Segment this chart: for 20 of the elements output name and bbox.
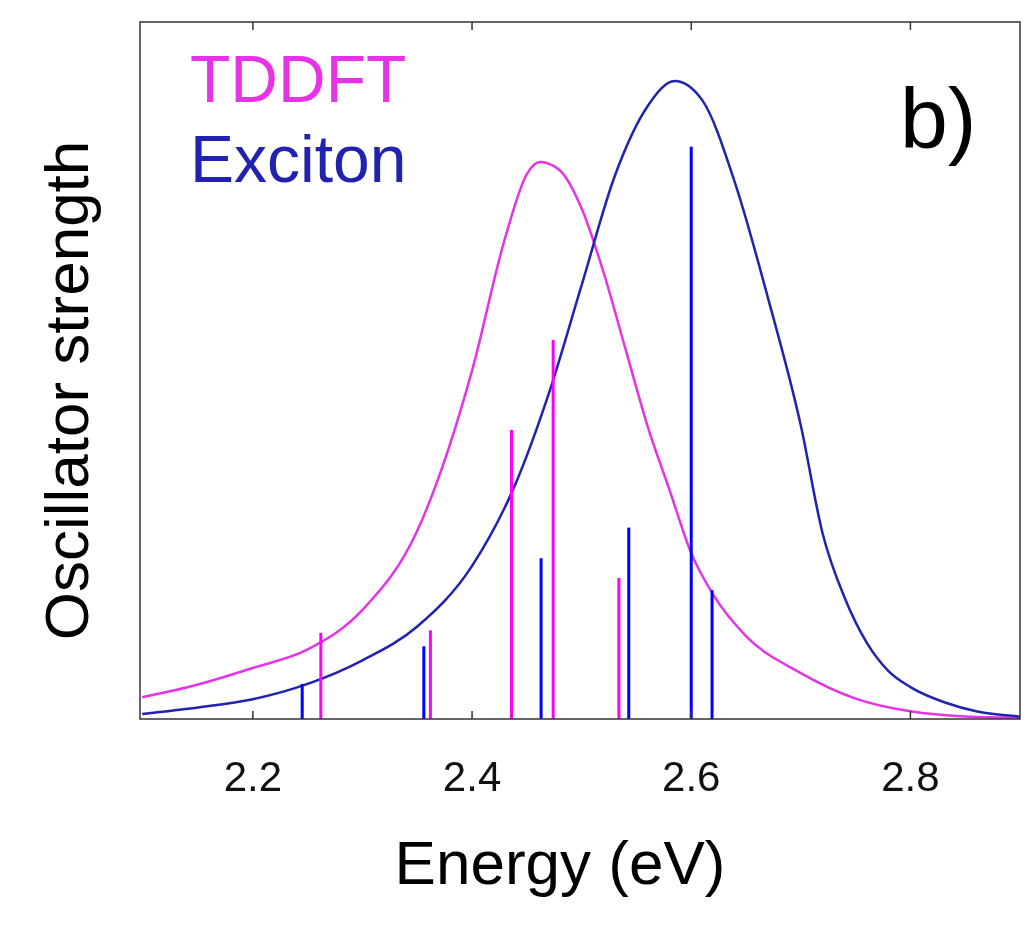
bar: [551, 340, 555, 719]
annotation: b): [900, 70, 977, 166]
bar: [710, 590, 714, 719]
text: TDDFT: [190, 42, 407, 116]
x-axis-title: Energy (eV): [394, 828, 726, 897]
bar: [617, 578, 621, 719]
bar: [300, 683, 304, 719]
bar: [428, 630, 432, 719]
bar: [319, 632, 323, 719]
text: Exciton: [190, 122, 407, 196]
y-axis-title: Oscillator strength: [32, 140, 101, 641]
x-tick-label: 2.8: [881, 753, 940, 800]
bar: [422, 646, 426, 719]
bar: [510, 429, 514, 719]
x-tick-label: 2.2: [223, 753, 283, 800]
x-tick-label: 2.4: [442, 753, 502, 800]
x-tick-label: 2.6: [662, 753, 721, 800]
bar: [627, 527, 631, 719]
bar: [539, 558, 543, 719]
bar: [689, 146, 693, 719]
